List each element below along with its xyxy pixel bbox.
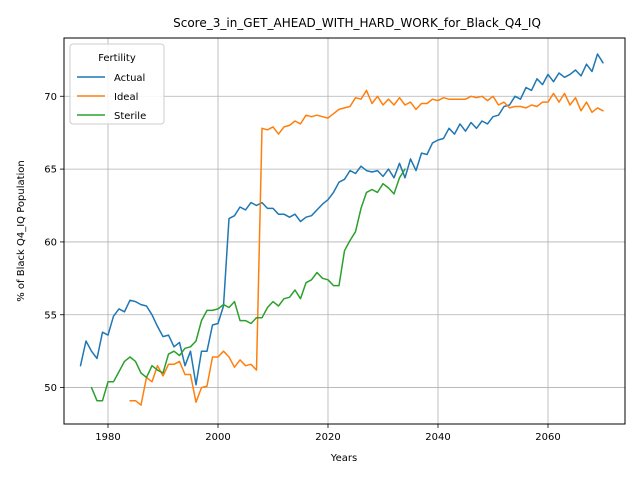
x-axis: 1980 2000 2020 2040 2060 <box>95 424 561 443</box>
x-tick-label: 2040 <box>425 432 450 443</box>
y-tick-label: 70 <box>44 92 57 103</box>
plot-frame <box>63 37 626 425</box>
series-line-ideal <box>129 89 604 406</box>
legend-label-sterile: Sterile <box>114 111 146 122</box>
legend: Fertility Actual Ideal Sterile <box>69 43 165 125</box>
series-line-actual <box>79 53 604 386</box>
grid <box>64 38 625 424</box>
y-axis: 50 55 60 65 70 <box>44 92 64 394</box>
series-line-sterile <box>90 168 406 402</box>
chart-title: Score_3_in_GET_AHEAD_WITH_HARD_WORK_for_… <box>173 16 541 30</box>
legend-label-actual: Actual <box>114 73 145 84</box>
legend-label-ideal: Ideal <box>114 92 138 103</box>
x-tick-label: 2000 <box>205 432 230 443</box>
legend-box <box>69 43 165 125</box>
y-tick-label: 50 <box>44 383 57 394</box>
x-axis-label: Years <box>330 453 357 464</box>
y-tick-label: 65 <box>44 165 57 176</box>
legend-title: Fertility <box>98 53 136 64</box>
y-tick-label: 55 <box>44 310 57 321</box>
series-group <box>79 53 604 406</box>
y-axis-label: % of Black Q4_IQ Population <box>16 160 27 302</box>
y-tick-label: 60 <box>44 237 57 248</box>
x-tick-label: 2020 <box>315 432 340 443</box>
x-tick-label: 2060 <box>535 432 560 443</box>
x-tick-label: 1980 <box>95 432 120 443</box>
